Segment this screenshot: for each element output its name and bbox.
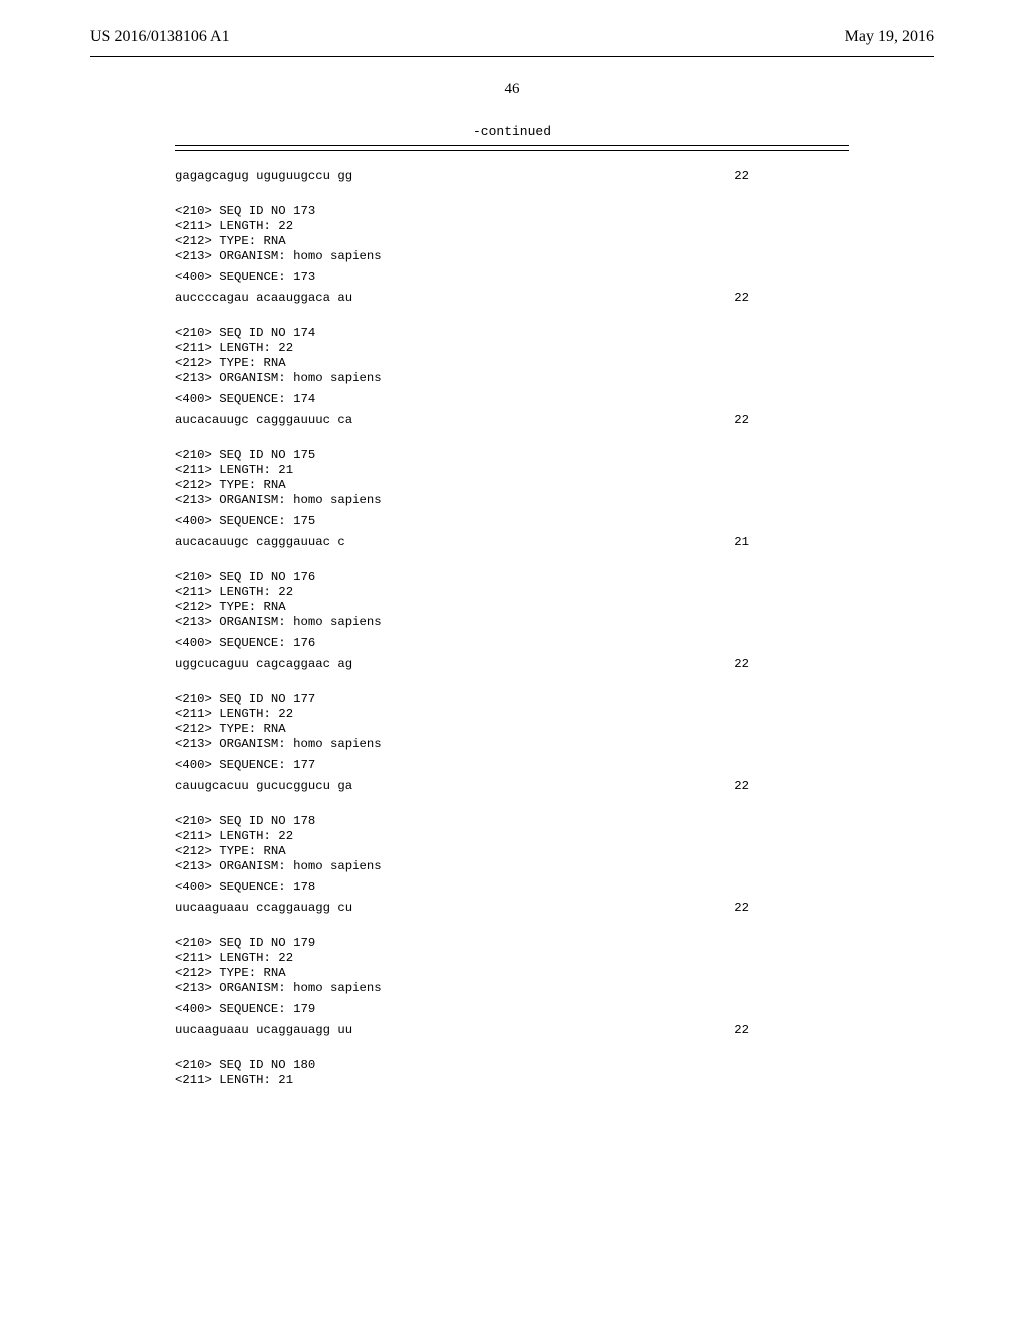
sequence-text: gagagcagug uguguugccu gg [175, 169, 352, 184]
seq-meta-line: <212> TYPE: RNA [175, 722, 849, 737]
page-number: 46 [0, 81, 1024, 98]
seq-meta-line: <212> TYPE: RNA [175, 966, 849, 981]
sequence-text: aucacauugc cagggauuuc ca [175, 413, 352, 428]
seq-meta-line: <210> SEQ ID NO 177 [175, 692, 849, 707]
seq-meta-line: <212> TYPE: RNA [175, 356, 849, 371]
seq-meta-line: <211> LENGTH: 21 [175, 463, 849, 478]
seq-meta-line: <211> LENGTH: 22 [175, 951, 849, 966]
sequence-text: uucaaguaau ucaggauagg uu [175, 1023, 352, 1038]
sequence-listing: gagagcagug uguguugccu gg 22 <210> SEQ ID… [175, 169, 849, 1088]
publication-date: May 19, 2016 [845, 28, 934, 46]
seq-meta-line: <213> ORGANISM: homo sapiens [175, 249, 849, 264]
seq-meta-line: <211> LENGTH: 21 [175, 1073, 849, 1088]
seq-meta-line: <213> ORGANISM: homo sapiens [175, 859, 849, 874]
seq-meta-line: <210> SEQ ID NO 175 [175, 448, 849, 463]
page-header: US 2016/0138106 A1 May 19, 2016 [0, 0, 1024, 54]
seq-meta-line: <211> LENGTH: 22 [175, 829, 849, 844]
seq-meta-line: <210> SEQ ID NO 179 [175, 936, 849, 951]
seq-meta-line: <213> ORGANISM: homo sapiens [175, 615, 849, 630]
seq-meta-line: <211> LENGTH: 22 [175, 707, 849, 722]
seq-meta-line: <212> TYPE: RNA [175, 600, 849, 615]
sequence-length: 22 [734, 169, 849, 184]
seq-meta-line: <210> SEQ ID NO 174 [175, 326, 849, 341]
sequence-line: auccccagau acaauggaca au 22 [175, 291, 849, 306]
seq-meta-line: <212> TYPE: RNA [175, 844, 849, 859]
sequence-line: gagagcagug uguguugccu gg 22 [175, 169, 849, 184]
seq-label: <400> SEQUENCE: 174 [175, 392, 849, 407]
sequence-line: uucaaguaau ucaggauagg uu 22 [175, 1023, 849, 1038]
sequence-length: 22 [734, 657, 849, 672]
seq-meta-line: <213> ORGANISM: homo sapiens [175, 493, 849, 508]
seq-meta-line: <212> TYPE: RNA [175, 234, 849, 249]
seq-label: <400> SEQUENCE: 177 [175, 758, 849, 773]
seq-label: <400> SEQUENCE: 176 [175, 636, 849, 651]
sequence-text: auccccagau acaauggaca au [175, 291, 352, 306]
header-rule [90, 56, 934, 57]
sequence-length: 22 [734, 779, 849, 794]
sequence-length: 22 [734, 901, 849, 916]
sequence-text: uggcucaguu cagcaggaac ag [175, 657, 352, 672]
seq-meta-line: <213> ORGANISM: homo sapiens [175, 737, 849, 752]
seq-meta-line: <211> LENGTH: 22 [175, 341, 849, 356]
seq-meta-line: <212> TYPE: RNA [175, 478, 849, 493]
sequence-line: uggcucaguu cagcaggaac ag 22 [175, 657, 849, 672]
seq-meta-line: <210> SEQ ID NO 173 [175, 204, 849, 219]
seq-label: <400> SEQUENCE: 175 [175, 514, 849, 529]
continued-label: -continued [0, 124, 1024, 139]
seq-meta-line: <211> LENGTH: 22 [175, 219, 849, 234]
sequence-line: uucaaguaau ccaggauagg cu 22 [175, 901, 849, 916]
sequence-line: cauugcacuu gucucggucu ga 22 [175, 779, 849, 794]
seq-meta-line: <210> SEQ ID NO 178 [175, 814, 849, 829]
seq-meta-line: <210> SEQ ID NO 176 [175, 570, 849, 585]
sequence-length: 22 [734, 413, 849, 428]
seq-meta-line: <213> ORGANISM: homo sapiens [175, 981, 849, 996]
sequence-length: 22 [734, 1023, 849, 1038]
sequence-line: aucacauugc cagggauuuc ca 22 [175, 413, 849, 428]
seq-label: <400> SEQUENCE: 178 [175, 880, 849, 895]
sequence-text: aucacauugc cagggauuac c [175, 535, 345, 550]
sequence-line: aucacauugc cagggauuac c 21 [175, 535, 849, 550]
sequence-rule-bottom [175, 150, 849, 151]
seq-meta-line: <213> ORGANISM: homo sapiens [175, 371, 849, 386]
seq-meta-line: <211> LENGTH: 22 [175, 585, 849, 600]
sequence-length: 22 [734, 291, 849, 306]
seq-meta-line: <210> SEQ ID NO 180 [175, 1058, 849, 1073]
seq-label: <400> SEQUENCE: 173 [175, 270, 849, 285]
seq-label: <400> SEQUENCE: 179 [175, 1002, 849, 1017]
sequence-length: 21 [734, 535, 849, 550]
sequence-text: uucaaguaau ccaggauagg cu [175, 901, 352, 916]
sequence-rule-top [175, 145, 849, 146]
sequence-text: cauugcacuu gucucggucu ga [175, 779, 352, 794]
publication-number: US 2016/0138106 A1 [90, 28, 230, 46]
